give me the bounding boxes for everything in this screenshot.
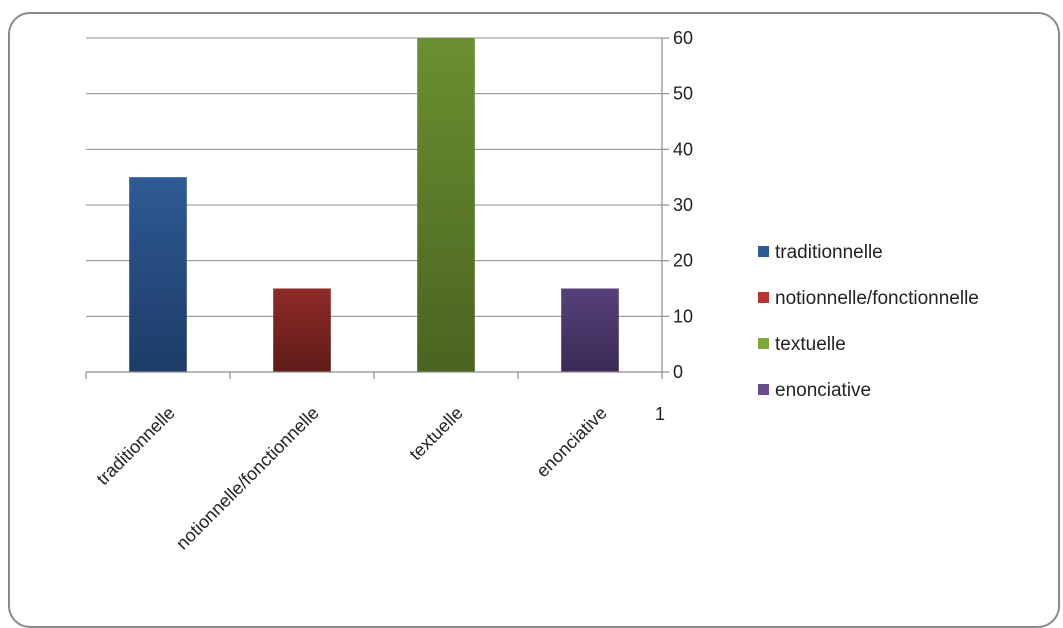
x-category-label: enonciative (532, 403, 611, 482)
legend-swatch (758, 292, 769, 303)
y-tick-label: 30 (673, 195, 693, 215)
bar-notionnelle-fonctionnelle (273, 288, 331, 372)
x-category-label: textuelle (405, 403, 467, 465)
legend-swatch (758, 246, 769, 257)
x-category-label: traditionnelle (93, 403, 179, 489)
legend-label: notionnelle/fonctionnelle (775, 288, 979, 309)
x-category-label: notionnelle/fonctionnelle (172, 403, 323, 554)
bar-enonciative (561, 288, 619, 372)
axes (85, 37, 669, 379)
bars (129, 38, 619, 372)
x-series-label: 1 (655, 404, 665, 424)
y-tick-label: 40 (673, 139, 693, 159)
legend-swatch (758, 338, 769, 349)
y-tick-label: 60 (673, 28, 693, 48)
legend: traditionnelle notionnelle/fonctionnelle t… (758, 242, 979, 401)
legend-label: enonciative (775, 380, 871, 401)
y-tick-label: 20 (673, 251, 693, 271)
y-tick-label: 50 (673, 84, 693, 104)
legend-label: textuelle (775, 334, 846, 355)
bar-textuelle (417, 38, 475, 372)
legend-label: traditionnelle (775, 242, 883, 263)
bar-traditionnelle (129, 177, 187, 372)
y-tick-label: 10 (673, 306, 693, 326)
y-tick-label: 0 (673, 362, 683, 382)
legend-swatch (758, 384, 769, 395)
